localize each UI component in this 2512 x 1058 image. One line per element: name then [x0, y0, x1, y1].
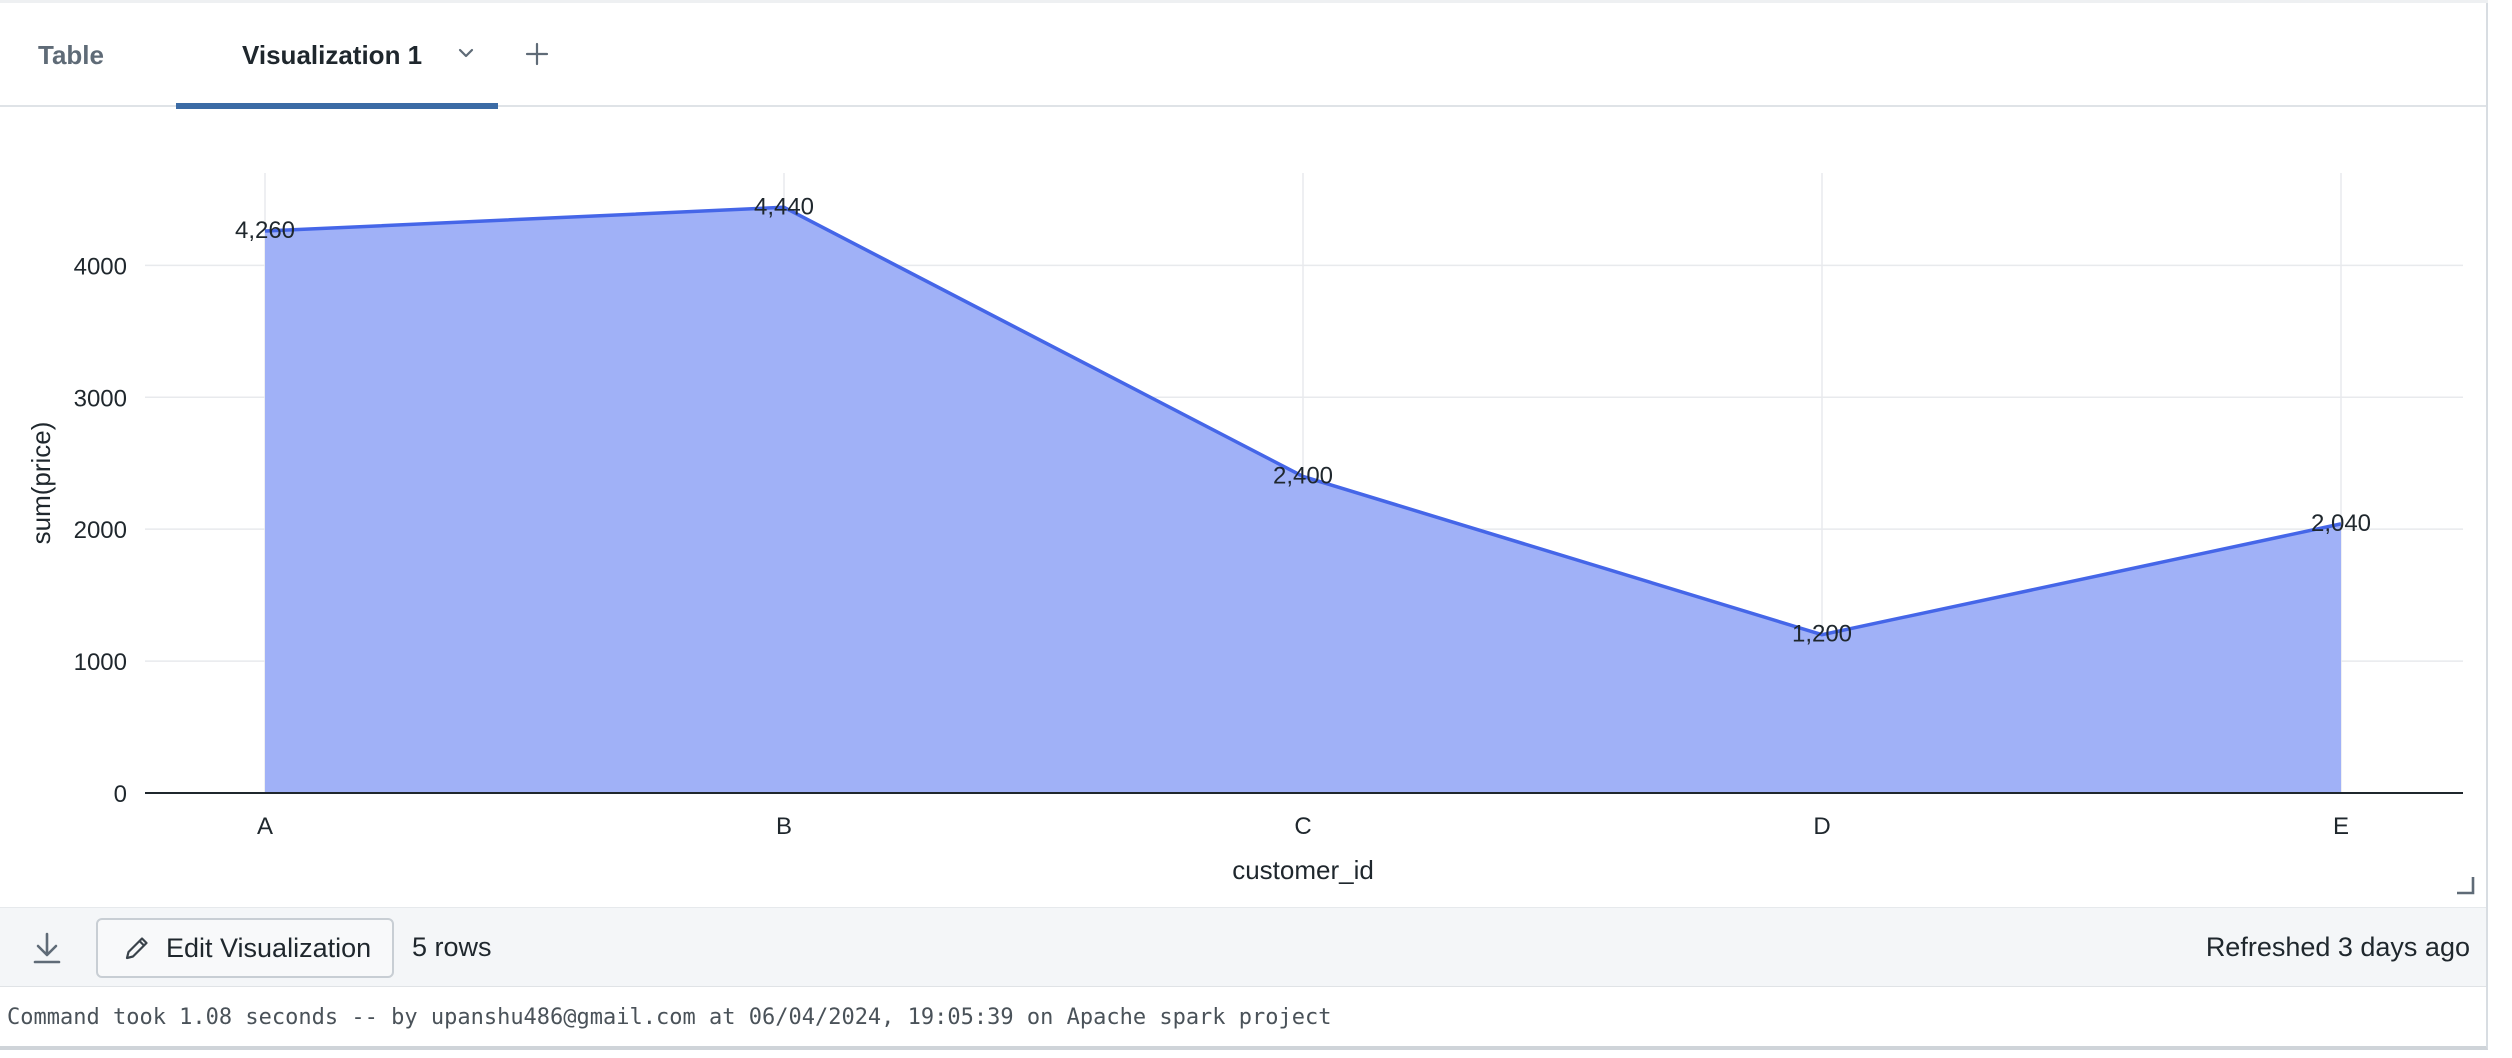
tab-table-label: Table [38, 39, 104, 70]
tab-visualization-label: Visualization 1 [242, 39, 423, 70]
edit-visualization-button[interactable]: Edit Visualization [96, 918, 394, 978]
y-tick-label: 3000 [74, 385, 127, 412]
data-labels: 4,260 4,440 2,400 1,200 2,040 [235, 193, 2371, 647]
x-tick-label: C [1294, 813, 1311, 840]
data-label: 1,200 [1792, 621, 1852, 648]
visualization-footer: Edit Visualization 5 rows Refreshed 3 da… [0, 907, 2486, 987]
tab-visualization-1[interactable]: Visualization 1 [176, 3, 498, 109]
active-tab-indicator [176, 103, 498, 109]
series-line [264, 205, 2342, 637]
x-axis-title: customer_id [1232, 855, 1374, 885]
y-tick-label: 0 [114, 781, 127, 808]
resize-corner-icon[interactable] [2454, 874, 2476, 896]
plus-icon[interactable] [524, 41, 550, 67]
y-tick-label: 1000 [74, 649, 127, 676]
download-icon[interactable] [30, 930, 64, 966]
refreshed-status: Refreshed 3 days ago [2205, 931, 2470, 962]
x-tick-label: A [257, 813, 273, 840]
x-tick-label: E [2333, 813, 2349, 840]
y-axis-title: sum(price) [26, 422, 56, 545]
top-divider [0, 0, 2488, 3]
chevron-down-icon[interactable] [454, 41, 478, 65]
command-status-line: Command took 1.08 seconds -- by upanshu4… [7, 1004, 1332, 1030]
y-tick-label: 4000 [74, 253, 127, 280]
pencil-icon [125, 937, 148, 960]
data-label: 2,040 [2311, 510, 2371, 537]
tab-bar: Table Visualization 1 [0, 3, 2486, 109]
x-tick-label: B [776, 813, 792, 840]
edit-visualization-label: Edit Visualization [166, 932, 372, 963]
data-label: 2,400 [1273, 462, 1333, 489]
area-chart: 0 1000 2000 3000 4000 A B C D E 4,260 4,440 2,400 1,… [0, 107, 2486, 907]
x-tick-label: D [1813, 813, 1830, 840]
tab-table[interactable]: Table [38, 3, 104, 107]
axes: 0 1000 2000 3000 4000 A B C D E [74, 253, 2463, 840]
row-count: 5 rows [412, 931, 492, 962]
chart-canvas: 0 1000 2000 3000 4000 A B C D E 4,260 4,440 2,400 1,… [26, 173, 2463, 885]
y-tick-label: 2000 [74, 517, 127, 544]
area-series [264, 205, 2342, 794]
data-label: 4,440 [754, 193, 814, 220]
area-fill [265, 207, 2341, 794]
data-label: 4,260 [235, 217, 295, 244]
